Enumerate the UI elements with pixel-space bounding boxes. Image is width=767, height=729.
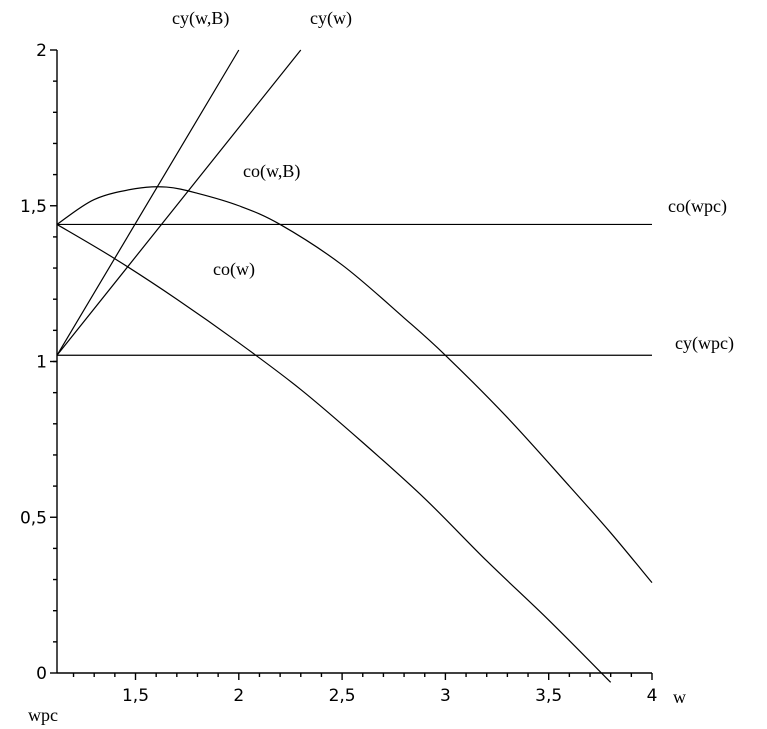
axes: 0 0,5 1 1,5 2 1,5 2 2,5 3 3,5 4 [20, 41, 657, 706]
labels: w wpc cy(w,B) cy(w) co(w,B) co(w) co(wpc) cy(wp… [28, 8, 734, 725]
x-tick-label: 3 [440, 686, 451, 706]
series-line-co-w [56, 223, 612, 683]
x-tick-label: 1,5 [122, 686, 149, 706]
y-tick-label: 0 [36, 664, 47, 684]
series-label-co-wpc: co(wpc) [668, 196, 727, 217]
series-line-cy-w-b [56, 49, 240, 356]
x-tick-label: 3,5 [535, 686, 562, 706]
series-line-cy-w [56, 49, 302, 356]
x-tick-label: 2,5 [329, 686, 356, 706]
series-label-cy-w-b: cy(w,B) [172, 8, 229, 29]
x-tick-label: 2 [233, 686, 244, 706]
y-tick-label: 2 [36, 41, 47, 61]
series-line-co-w-b [56, 186, 653, 584]
y-tick-label: 1 [36, 353, 47, 373]
y-tick-label: 1,5 [20, 197, 47, 217]
y-tick-label: 0,5 [20, 508, 47, 528]
series-label-co-w: co(w) [213, 259, 255, 280]
x-axis-label: w [673, 687, 686, 707]
series-label-cy-wpc: cy(wpc) [675, 333, 734, 354]
curves [56, 49, 653, 683]
series-label-cy-w: cy(w) [310, 8, 352, 29]
origin-label: wpc [28, 705, 58, 725]
x-tick-label: 4 [647, 686, 658, 706]
series-label-co-w-b: co(w,B) [243, 161, 300, 182]
